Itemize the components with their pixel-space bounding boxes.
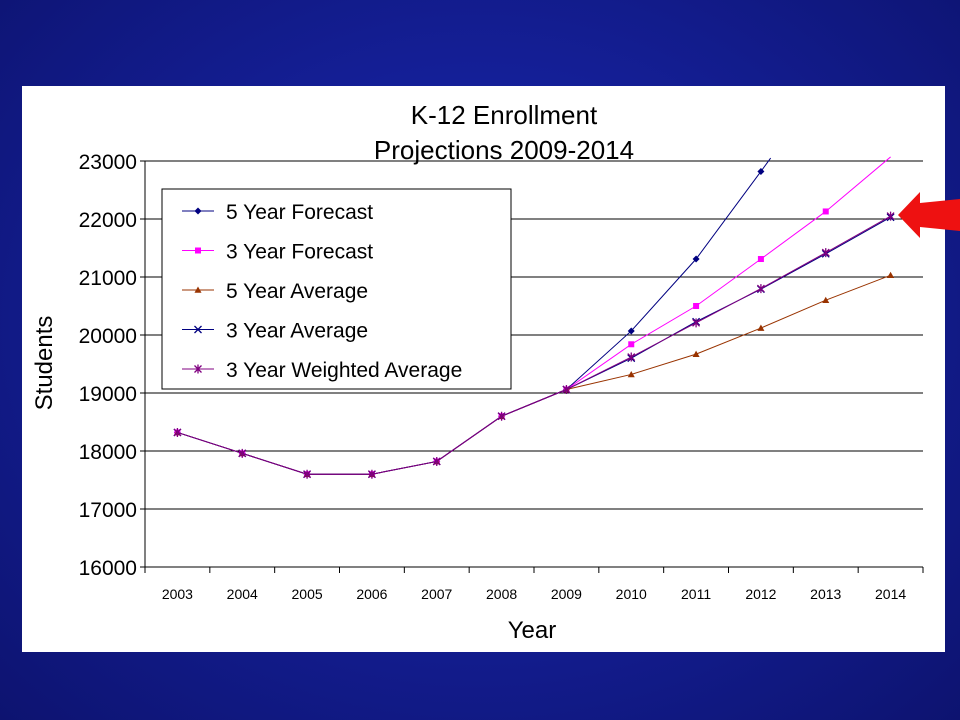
enrollment-chart: 16000 17000 18000 19000 20000 21000 22000 23000… [31, 100, 924, 644]
data-point [757, 256, 764, 263]
y-tick-label: 17000 [79, 499, 137, 522]
x-tick-label: 2004 [227, 586, 258, 602]
data-point [756, 284, 765, 294]
legend-box [161, 188, 512, 390]
y-tick-label: 23000 [79, 151, 137, 174]
data-point [886, 211, 895, 221]
legend-label: 5 Year Forecast [226, 201, 373, 224]
data-point [692, 350, 700, 357]
data-point [367, 469, 376, 479]
red-arrow-icon [898, 192, 960, 238]
data-point [432, 456, 441, 466]
y-tick-label: 22000 [79, 209, 137, 232]
y-tick-label: 19000 [79, 383, 137, 406]
y-tick-label: 16000 [79, 557, 137, 580]
data-point [821, 248, 830, 258]
data-point [822, 208, 829, 215]
data-point [757, 167, 765, 175]
x-tick-label: 2005 [292, 586, 323, 602]
chart-title-line-2: Projections 2009-2014 [374, 135, 634, 165]
x-tick-label: 2014 [875, 586, 906, 602]
legend-label: 5 Year Average [226, 280, 368, 303]
data-point [303, 469, 312, 479]
legend-label: 3 Year Average [226, 320, 368, 343]
y-tick-label: 20000 [79, 325, 137, 348]
data-point [822, 296, 830, 303]
x-axis-label: Year [508, 617, 557, 644]
data-point [627, 327, 635, 335]
data-point [692, 318, 701, 328]
chart-title-line-1: K-12 Enrollment [411, 100, 598, 130]
legend-marker [194, 325, 202, 334]
legend-label: 3 Year Forecast [226, 241, 373, 264]
data-point [562, 385, 571, 395]
data-point [757, 324, 765, 331]
data-point [238, 448, 247, 458]
x-tick-label: 2009 [551, 586, 582, 602]
y-tick-label: 21000 [79, 267, 137, 290]
data-point [497, 411, 506, 421]
x-tick-label: 2006 [356, 586, 387, 602]
x-tick-label: 2011 [681, 586, 711, 602]
data-point [887, 271, 895, 279]
x-tick-label: 2010 [616, 586, 647, 602]
series-line [177, 215, 891, 475]
data-point [628, 341, 635, 348]
legend-marker [194, 207, 202, 215]
legend-marker [195, 247, 201, 254]
data-point [627, 370, 635, 378]
legend-marker [194, 364, 202, 374]
series-3-year-weighted-average [173, 211, 895, 479]
chart-panel: 16000 17000 18000 19000 20000 21000 22000 23000… [22, 86, 945, 652]
legend-label: 3 Year Weighted Average [226, 359, 462, 382]
data-point [693, 303, 700, 309]
data-point [173, 427, 182, 437]
x-tick-label: 2012 [745, 586, 776, 602]
y-axis-label: Students [31, 316, 58, 411]
x-tick-label: 2008 [486, 586, 517, 602]
data-point [627, 352, 636, 362]
y-tick-label: 18000 [79, 441, 137, 464]
data-point [692, 255, 700, 263]
x-tick-label: 2003 [162, 586, 193, 602]
x-tick-label: 2007 [421, 586, 452, 602]
legend-marker [194, 286, 202, 293]
x-tick-label: 2013 [810, 586, 841, 602]
